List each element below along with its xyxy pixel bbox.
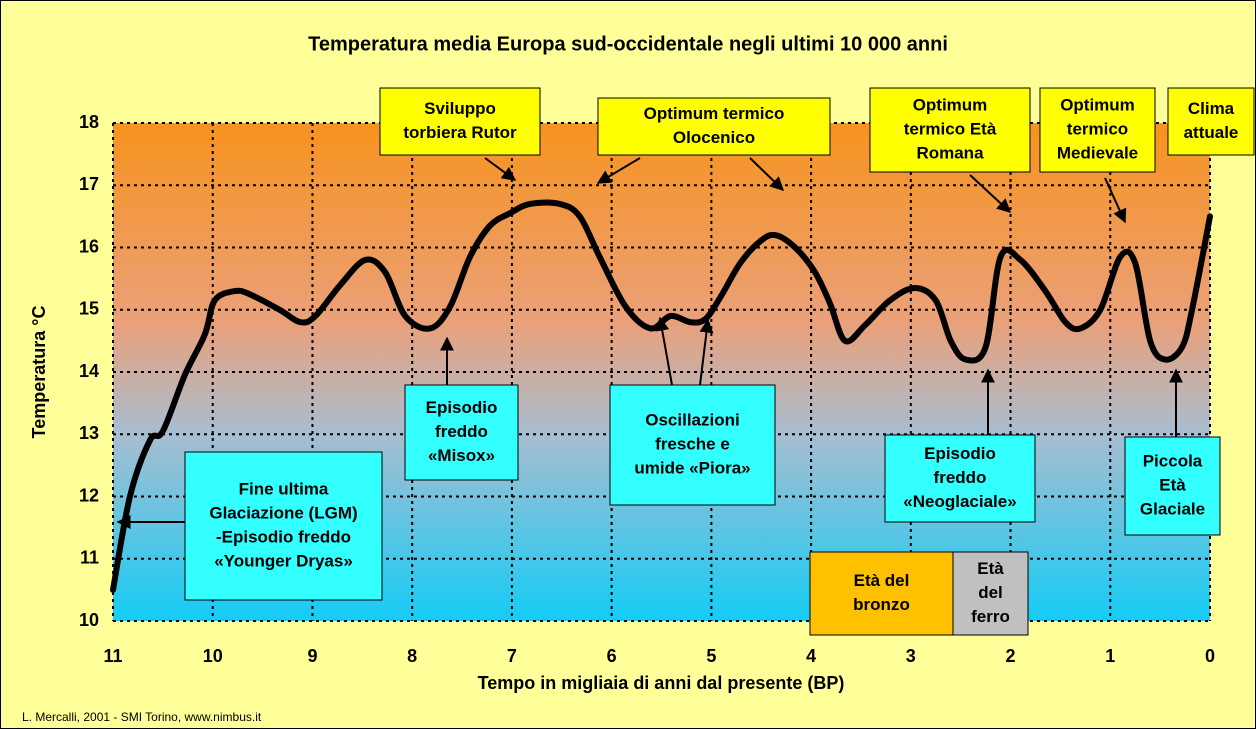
annotation-text: Clima [1188, 99, 1235, 118]
annotation-text: fresche e [655, 434, 730, 453]
arrow [749, 157, 785, 191]
temperature-line [110, 199, 1213, 593]
annotation-text: termico Età [904, 119, 997, 138]
x-tick-label: 4 [806, 646, 816, 666]
annotation-text: Romana [916, 143, 984, 162]
x-tick-label: 5 [706, 646, 716, 666]
annotation-text: del [978, 583, 1003, 602]
y-tick-label: 15 [79, 299, 99, 319]
annotation-box [1039, 87, 1156, 173]
x-tick-label: 6 [607, 646, 617, 666]
annotation-text: Oscillazioni [645, 410, 739, 429]
annotation-text: Piccola [1143, 451, 1203, 470]
annotation-box [809, 551, 954, 636]
x-tick-label: 3 [906, 646, 916, 666]
x-tick-label: 10 [203, 646, 223, 666]
annotation-text: Optimum [1060, 95, 1135, 114]
annotation-box [1167, 87, 1255, 156]
y-tick-label: 14 [79, 361, 99, 381]
annotation-text: Episodio [426, 398, 498, 417]
x-tick-label: 1 [1105, 646, 1115, 666]
annotation-text: Optimum [913, 95, 988, 114]
arrow [1104, 177, 1127, 224]
arrow [699, 318, 714, 386]
source: L. Mercalli, 2001 - SMI Torino, www.nimb… [22, 710, 262, 724]
annotation-text: Olocenico [673, 128, 755, 147]
annotation-box [597, 97, 831, 156]
arrow [969, 174, 1012, 213]
arrow [596, 157, 641, 184]
annotation-text: «Younger Dryas» [214, 551, 353, 570]
annotation-box [869, 87, 1031, 173]
annotation-text: bronzo [853, 595, 910, 614]
annotation-text: freddo [435, 422, 488, 441]
y-tick-label: 10 [79, 610, 99, 630]
annotation-text: Glaciale [1140, 499, 1205, 518]
x-tick-label: 8 [407, 646, 417, 666]
y-tick-label: 12 [79, 485, 99, 505]
chart-title: Temperatura media Europa sud-occidentale… [308, 33, 948, 55]
arrow [655, 316, 673, 386]
annotation-text: Episodio [924, 444, 996, 463]
x-tick-label: 7 [507, 646, 517, 666]
x-tick-label: 0 [1205, 646, 1215, 666]
annotation-text: Sviluppo [424, 99, 496, 118]
y-tick-label: 11 [80, 548, 99, 568]
x-axis-label: Tempo in migliaia di anni dal presente (… [478, 673, 845, 693]
annotation-text: Fine ultima [239, 479, 329, 498]
annotation-text: Medievale [1057, 143, 1138, 162]
annotation-text: attuale [1184, 123, 1239, 142]
x-tick-label: 2 [1006, 646, 1016, 666]
annotation-text: torbiera Rutor [403, 123, 517, 142]
arrow [484, 157, 517, 181]
annotation-text: umide «Piora» [634, 458, 750, 477]
annotation-box [404, 384, 519, 481]
y-tick-label: 18 [79, 112, 99, 132]
y-tick-label: 16 [79, 236, 99, 256]
x-tick-label: 9 [307, 646, 317, 666]
annotation-text: ferro [971, 607, 1010, 626]
y-axis-label: Temperatura °C [29, 306, 49, 439]
annotation-text: «Neoglaciale» [903, 492, 1016, 511]
annotation-box [1124, 436, 1221, 536]
annotation-text: Età del [854, 571, 910, 590]
annotation-text: Età [1159, 475, 1186, 494]
annotation-text: -Episodio freddo [216, 527, 351, 546]
annotation-text: «Misox» [428, 446, 495, 465]
annotation-box [184, 451, 383, 601]
annotation-text: Età [977, 559, 1004, 578]
x-tick-label: 11 [103, 646, 122, 666]
annotation-box [379, 87, 541, 156]
annotation-box [609, 384, 776, 506]
annotation-text: Glaciazione (LGM) [209, 503, 357, 522]
annotation-box [952, 551, 1029, 636]
annotation-text: Optimum termico [644, 104, 785, 123]
y-tick-label: 13 [79, 423, 99, 443]
annotation-box [884, 434, 1036, 523]
y-tick-label: 17 [79, 174, 99, 194]
annotation-text: termico [1067, 119, 1128, 138]
annotation-text: freddo [934, 468, 987, 487]
